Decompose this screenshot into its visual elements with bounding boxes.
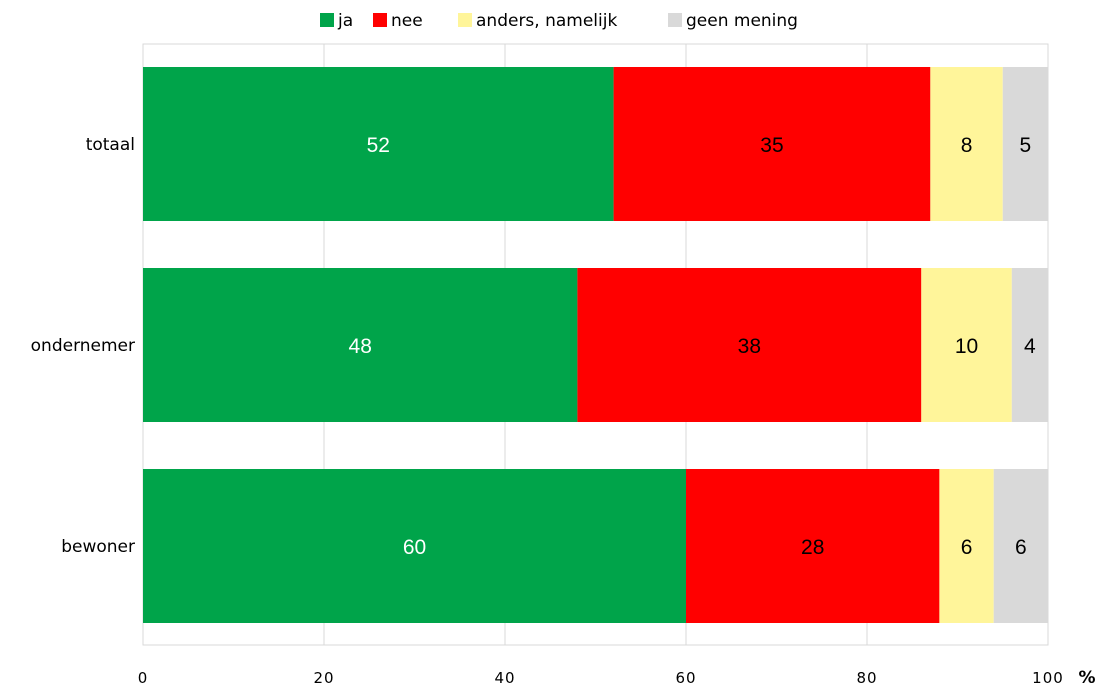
data-label: 10 <box>955 335 978 358</box>
bar-segment <box>939 469 994 623</box>
x-tick-label: 40 <box>494 669 515 686</box>
legend-entry-label: geen mening <box>686 11 798 31</box>
data-label: 52 <box>367 134 390 157</box>
data-labels: 52 35 8 5 48 38 10 4 60 28 6 6 <box>349 134 1037 559</box>
category-label: ondernemer <box>31 336 135 356</box>
bar-segment <box>143 67 614 221</box>
x-tick-label: 20 <box>313 669 334 686</box>
bar-segment <box>930 67 1003 221</box>
legend-swatch <box>458 13 472 27</box>
data-label: 28 <box>801 536 824 559</box>
bar-segment <box>686 469 940 623</box>
legend-entry-label: nee <box>391 11 423 31</box>
legend-entry-label: anders, namelijk <box>476 11 617 31</box>
bar-segment <box>1002 67 1048 221</box>
x-tick-label: 80 <box>856 669 877 686</box>
data-label: 4 <box>1024 335 1036 358</box>
bar-segment <box>993 469 1048 623</box>
axes: % 0 20 40 60 80 100 totaal ondernemer bewoner <box>31 135 1096 686</box>
bar-segment <box>921 268 1012 422</box>
bar-segment <box>143 268 578 422</box>
category-label: bewoner <box>61 537 135 557</box>
bar-segment <box>143 469 686 623</box>
bar-segment <box>1011 268 1048 422</box>
legend: ja nee anders, namelijk geen mening <box>320 11 798 31</box>
data-label: 48 <box>349 335 372 358</box>
legend-swatch <box>320 13 334 27</box>
category-label: totaal <box>86 135 135 155</box>
x-axis-unit-label: % <box>1078 668 1095 686</box>
legend-entry-label: ja <box>337 11 353 31</box>
data-label: 5 <box>1020 134 1032 157</box>
data-label: 60 <box>403 536 426 559</box>
x-tick-label: 60 <box>675 669 696 686</box>
data-label: 6 <box>1015 536 1027 559</box>
legend-swatch <box>668 13 682 27</box>
data-label: 35 <box>760 134 783 157</box>
legend-swatch <box>373 13 387 27</box>
bars <box>143 67 1048 623</box>
data-label: 6 <box>961 536 973 559</box>
bar-segment <box>577 268 922 422</box>
data-label: 8 <box>961 134 973 157</box>
bar-segment <box>613 67 931 221</box>
x-tick-label: 0 <box>138 669 149 686</box>
data-label: 38 <box>738 335 761 358</box>
x-tick-label: 100 <box>1032 669 1064 686</box>
